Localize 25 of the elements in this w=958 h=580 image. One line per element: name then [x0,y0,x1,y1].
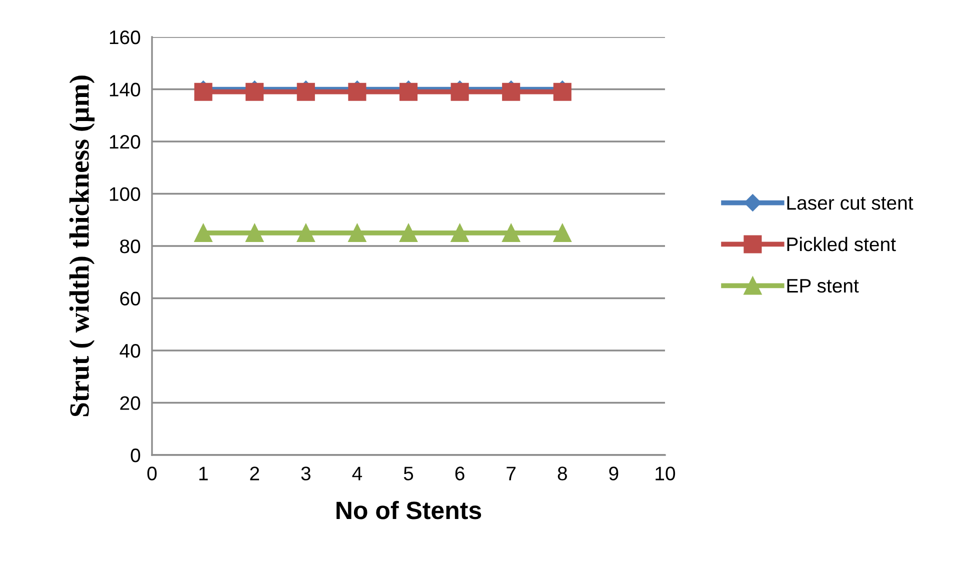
y-tick-label: 100 [110,187,140,201]
y-tick-label: 160 [110,30,140,44]
x-tick-label: 4 [352,466,362,480]
y-tick-label: 0 [130,448,140,462]
x-tick-label: 0 [147,466,157,480]
y-tick-label: 140 [110,82,140,96]
y-tick-label: 60 [120,292,140,306]
x-tick-label: 8 [558,466,567,480]
x-tick-label: 2 [250,466,260,480]
x-tick-label: 9 [609,466,618,480]
legend-label: Laser cut stent [787,196,914,210]
y-tick-label: 20 [120,396,140,410]
x-tick-label: 1 [199,466,208,480]
legend-label: Pickled stent [787,236,896,252]
x-tick-label: 5 [404,466,414,480]
y-tick-label: 40 [120,344,140,358]
x-tick-label: 3 [301,466,310,480]
x-tick-label: 10 [656,466,676,480]
y-axis-title: Strut ( width) thickness (µm) [69,76,95,416]
x-tick-label: 6 [455,466,464,480]
legend-label: EP stent [787,279,859,293]
y-tick-label: 120 [110,134,140,149]
x-axis-title: No of Stents [336,500,482,520]
x-tick-label: 7 [506,466,516,480]
y-tick-label: 80 [120,239,140,254]
